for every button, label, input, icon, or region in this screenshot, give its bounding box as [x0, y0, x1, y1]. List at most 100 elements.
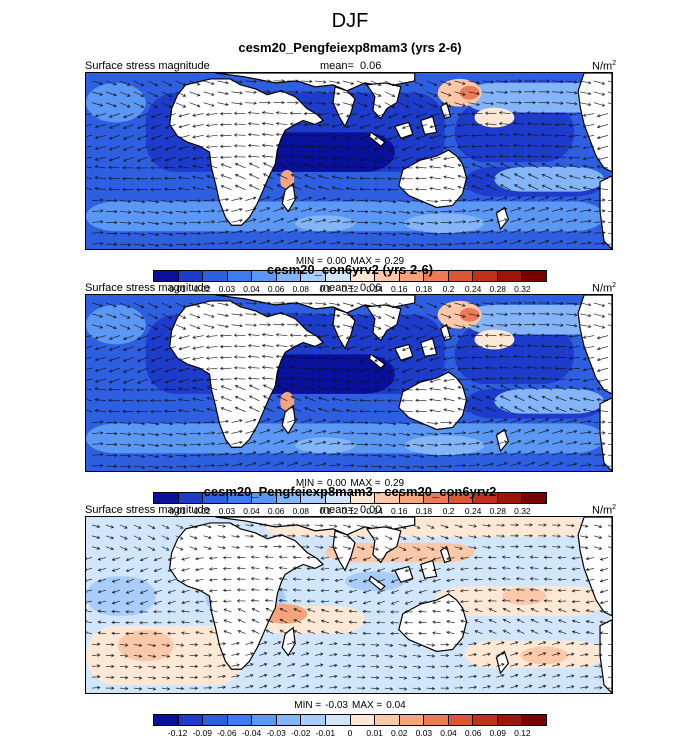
wind-arrow: [484, 133, 497, 137]
wind-arrow: [596, 378, 609, 383]
wind-arrow: [231, 663, 240, 667]
wind-arrow: [552, 196, 564, 201]
wind-arrow: [342, 80, 355, 85]
wind-arrow: [189, 686, 199, 690]
wind-arrow: [482, 451, 494, 456]
wind-arrow: [454, 653, 464, 657]
wind-arrow: [133, 302, 145, 309]
wind-arrow: [133, 687, 143, 691]
wind-arrow: [136, 388, 148, 392]
wind-arrow: [608, 644, 612, 645]
wind-arrow: [415, 357, 427, 362]
wind-arrow: [259, 323, 271, 327]
colorbar-tick-label: 0.03: [415, 728, 433, 738]
wind-arrow: [608, 454, 612, 456]
wind-arrow: [473, 599, 483, 603]
wind-arrow: [543, 555, 553, 559]
wind-arrow: [538, 207, 550, 212]
wind-arrow: [164, 357, 176, 362]
wind-arrow: [147, 665, 157, 669]
landmass-10: [495, 650, 510, 675]
wind-arrow: [370, 443, 383, 447]
wind-arrow: [315, 419, 327, 423]
wind-arrow: [178, 186, 190, 191]
wind-arrow: [122, 187, 134, 192]
wind-arrow: [552, 229, 564, 234]
colorbar-swatch: [497, 493, 523, 503]
wind-arrow: [384, 221, 397, 226]
wind-arrow: [443, 186, 455, 190]
wind-arrow: [94, 367, 107, 372]
wind-arrow: [259, 239, 271, 245]
wind-arrow: [91, 420, 104, 424]
wind-arrow: [390, 568, 399, 573]
wind-arrow: [178, 346, 190, 351]
wind-arrow: [524, 534, 533, 538]
wind-arrow: [387, 399, 399, 403]
wind-arrow: [86, 124, 93, 126]
wind-arrow: [203, 653, 213, 657]
wind-arrow: [398, 546, 407, 551]
wind-arrow: [150, 367, 162, 373]
wind-arrow: [384, 665, 394, 669]
wind-arrow: [482, 207, 494, 212]
wind-arrow: [86, 145, 93, 148]
wind-arrow: [593, 91, 606, 96]
wind-arrow: [250, 577, 260, 581]
wind-arrow: [404, 610, 413, 614]
wind-arrow: [259, 461, 271, 467]
wind-arrow: [596, 124, 609, 129]
landmass-2: [215, 517, 416, 536]
wind-arrow: [501, 566, 511, 570]
wind-arrow: [125, 610, 134, 614]
wind-arrow: [181, 589, 190, 594]
wind-arrow: [426, 421, 439, 425]
wind-arrow: [342, 91, 355, 96]
wind-arrow: [524, 439, 536, 445]
wind-arrow: [454, 313, 466, 318]
wind-arrow: [342, 102, 355, 107]
wind-arrow: [342, 302, 355, 307]
wind-arrow: [468, 685, 478, 689]
colorbar-swatch: [473, 715, 498, 725]
wind-arrow: [596, 398, 609, 402]
wind-arrow: [236, 555, 246, 560]
wind-arrow: [373, 187, 385, 192]
wind-arrow: [153, 631, 162, 636]
wind-arrow: [412, 676, 422, 680]
wind-arrow: [596, 408, 609, 413]
wind-arrow: [580, 208, 592, 212]
wind-arrow: [86, 399, 93, 402]
colorbar-tick-label: 0.16: [390, 284, 408, 294]
wind-arrow: [303, 377, 316, 381]
wind-arrow: [161, 465, 174, 469]
wind-arrow: [192, 335, 204, 339]
colorbar-swatch: [301, 715, 326, 725]
wind-arrow: [454, 431, 467, 435]
wind-arrow: [153, 589, 162, 594]
wind-arrow: [596, 113, 609, 118]
wind-arrow: [432, 620, 441, 624]
wind-arrow: [150, 346, 162, 352]
wind-arrow: [524, 217, 536, 223]
wind-arrow: [440, 535, 449, 540]
wind-arrow: [133, 546, 142, 551]
wind-arrow: [440, 524, 449, 529]
wind-arrow: [404, 589, 413, 594]
wind-arrow: [317, 367, 330, 371]
wind-arrow: [374, 346, 385, 352]
landmass-9: [398, 371, 468, 431]
wind-arrow: [164, 346, 176, 351]
wind-arrow: [440, 80, 452, 86]
wind-arrow: [608, 655, 612, 656]
wind-arrow: [178, 335, 190, 340]
wind-arrow: [147, 313, 159, 320]
wind-arrow: [86, 188, 93, 190]
wind-arrow: [429, 335, 441, 340]
wind-arrow: [108, 176, 120, 180]
wind-arrow: [454, 324, 466, 329]
wind-arrow: [178, 367, 190, 373]
wind-arrow: [119, 454, 132, 458]
wind-arrow: [524, 312, 536, 316]
wind-arrow: [94, 113, 107, 118]
